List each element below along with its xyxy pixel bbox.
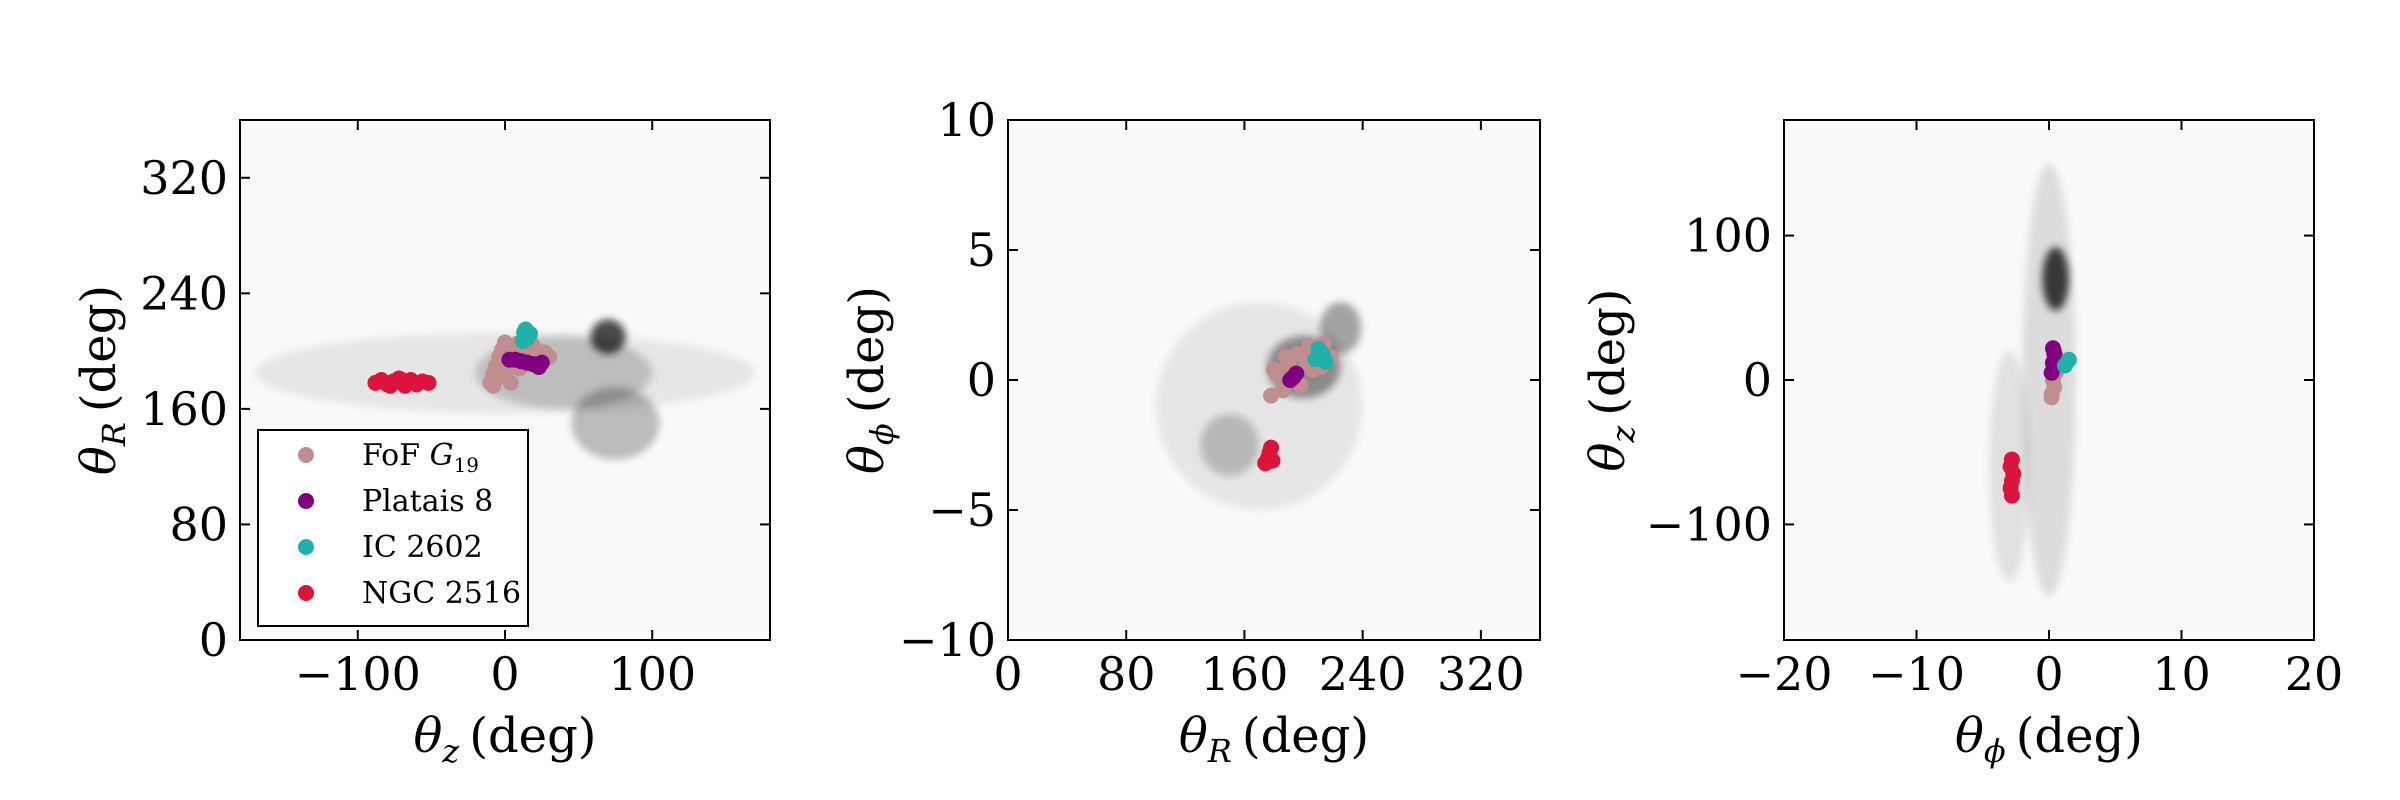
point-ngc xyxy=(2003,487,2020,504)
y-tick-label: 0 xyxy=(967,353,996,407)
x-tick-label: 320 xyxy=(1437,647,1525,701)
y-tick-label: 5 xyxy=(967,223,996,277)
density-blob xyxy=(1155,302,1363,510)
y-axis-label-subscript: z xyxy=(1604,425,1642,444)
y-tick-label: −10 xyxy=(899,613,996,667)
x-axis-label-subscript: R xyxy=(1207,732,1232,770)
x-axis-label-unit: (deg) xyxy=(1242,708,1369,764)
point-ic xyxy=(2060,351,2077,368)
point-ngc xyxy=(382,377,399,394)
point-platais xyxy=(533,354,550,371)
legend-label-fof: FoF G19 xyxy=(362,438,479,477)
x-axis-label: θz (deg) xyxy=(413,708,596,770)
y-tick-label: −100 xyxy=(1646,497,1772,551)
x-tick-label: 0 xyxy=(993,647,1022,701)
y-axis-label-symbol: θ xyxy=(839,445,895,474)
legend-marker-ic xyxy=(298,539,314,555)
y-tick-label: 0 xyxy=(1743,353,1772,407)
y-axis-label: θz (deg) xyxy=(1580,288,1642,471)
y-tick-label: 320 xyxy=(140,151,228,205)
point-ngc xyxy=(1264,452,1281,469)
point-ngc xyxy=(1263,439,1280,456)
legend-marker-ngc xyxy=(298,585,314,601)
y-axis-label-unit: (deg) xyxy=(71,285,127,412)
x-tick-label: 10 xyxy=(2152,647,2211,701)
legend: FoF G19 Platais 8 IC 2602 NGC 2516 xyxy=(257,429,529,627)
y-axis-label-unit: (deg) xyxy=(1580,288,1636,415)
x-tick-label: −10 xyxy=(1868,647,1965,701)
point-fof xyxy=(2043,389,2060,406)
y-tick-label: 160 xyxy=(140,382,228,436)
x-tick-label: 240 xyxy=(1319,647,1407,701)
y-tick-label: 0 xyxy=(199,613,228,667)
x-axis-label-symbol: θ xyxy=(413,708,442,764)
point-fof xyxy=(1266,361,1282,378)
x-axis-label: θϕ (deg) xyxy=(1955,708,2143,770)
y-tick-label: 240 xyxy=(140,266,228,320)
point-fof xyxy=(491,369,508,386)
legend-label-ngc: NGC 2516 xyxy=(362,576,521,611)
point-ic xyxy=(517,321,534,338)
point-ngc xyxy=(420,374,437,391)
y-axis-label-unit: (deg) xyxy=(839,286,895,413)
x-axis-label-unit: (deg) xyxy=(469,708,596,764)
y-axis-label-subscript: ϕ xyxy=(863,423,901,445)
point-platais xyxy=(2044,340,2061,357)
x-axis-label: θR (deg) xyxy=(1179,708,1369,770)
data-points xyxy=(367,321,558,394)
legend-label-platais: Platais 8 xyxy=(362,484,493,519)
x-tick-label: 160 xyxy=(1201,647,1289,701)
x-tick-label: 100 xyxy=(608,647,696,701)
point-fof xyxy=(1289,346,1306,362)
y-tick-label: 10 xyxy=(937,93,996,147)
x-axis-label-symbol: θ xyxy=(1179,708,1208,764)
legend-marker-fof xyxy=(298,447,314,463)
y-axis-label: θϕ (deg) xyxy=(839,286,901,474)
y-axis-label-symbol: θ xyxy=(1580,443,1636,472)
point-ic xyxy=(1317,353,1334,370)
y-axis-label-symbol: θ xyxy=(71,446,127,475)
x-tick-label: 0 xyxy=(2034,647,2063,701)
y-tick-label: 100 xyxy=(1684,209,1772,263)
y-tick-label: −5 xyxy=(928,483,996,537)
x-tick-label: −100 xyxy=(295,647,421,701)
data-points xyxy=(2002,340,2077,504)
data-points xyxy=(1257,335,1339,472)
point-platais xyxy=(1288,365,1305,382)
x-axis-label-subscript: z xyxy=(441,732,460,770)
x-tick-label: −20 xyxy=(1735,647,1832,701)
y-tick-label: 80 xyxy=(169,497,228,551)
x-tick-label: 20 xyxy=(2285,647,2344,701)
legend-marker-platais xyxy=(298,493,314,509)
x-tick-label: 0 xyxy=(490,647,519,701)
y-axis-label: θR (deg) xyxy=(71,285,133,475)
legend-label-ic: IC 2602 xyxy=(362,530,483,565)
x-axis-label-unit: (deg) xyxy=(2016,708,2143,764)
x-axis-label-subscript: ϕ xyxy=(1984,732,2006,770)
x-tick-label: 80 xyxy=(1097,647,1156,701)
y-axis-label-subscript: R xyxy=(95,422,133,447)
x-axis-label-symbol: θ xyxy=(1955,708,1984,764)
